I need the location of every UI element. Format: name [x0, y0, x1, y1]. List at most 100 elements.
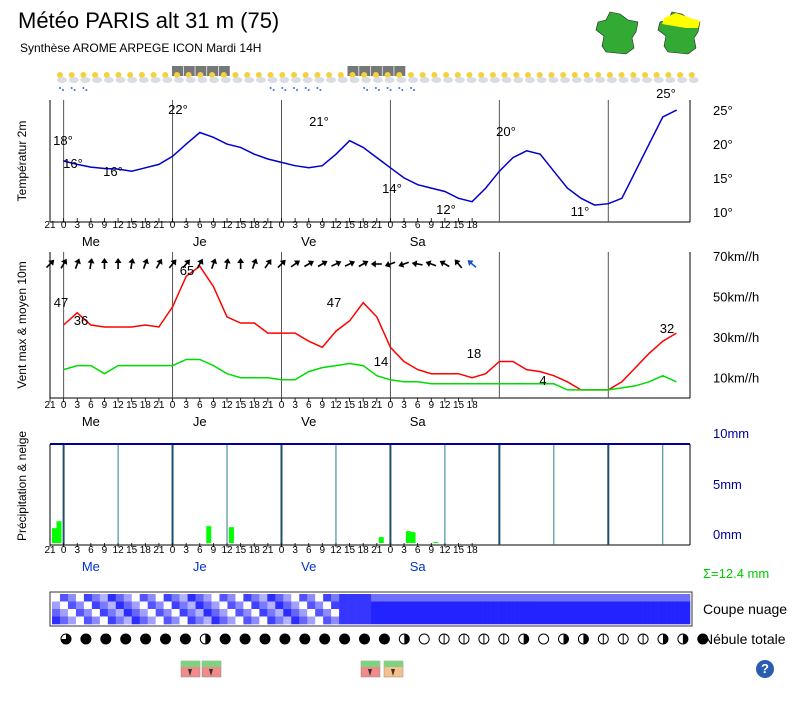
page-subtitle: Synthèse AROME ARPEGE ICON Mardi 14H	[20, 41, 262, 55]
cloud-cell	[386, 594, 396, 602]
cloud-cell	[522, 616, 531, 625]
temperature-annotation: 18°	[53, 133, 73, 148]
cloud-icon	[232, 77, 243, 83]
temperature-point	[662, 116, 664, 118]
cloud-icon	[408, 77, 418, 83]
temperature-point	[607, 203, 609, 205]
cloud-cell	[139, 609, 148, 617]
wind-arrow-head	[335, 260, 342, 267]
hour-tick-label: 3	[183, 545, 189, 556]
cloud-cell	[442, 609, 452, 617]
nebulosity-icon	[259, 633, 271, 645]
cloud-cell	[251, 594, 260, 602]
cloud-cell	[67, 609, 77, 617]
rain-drop-icon	[319, 89, 322, 91]
rain-drop-icon	[269, 87, 272, 89]
cloud-cell	[594, 616, 603, 625]
cloud-icon	[337, 77, 348, 83]
wind-annotation: 32	[660, 321, 674, 336]
hour-tick-label: 6	[88, 545, 94, 556]
temperature-point	[212, 136, 215, 138]
cloud-cell	[466, 609, 475, 617]
cloud-icon	[255, 77, 266, 83]
cloud-cell	[83, 616, 93, 625]
hour-tick-label: 12	[221, 545, 233, 556]
cloud-cell	[506, 609, 515, 617]
cloud-cell	[235, 616, 244, 625]
cloud-cell	[339, 601, 348, 610]
nebulosity-icon	[677, 633, 689, 645]
wind-direction-arrow	[439, 260, 450, 268]
sun-icon	[536, 72, 543, 78]
cloud-icon	[536, 77, 547, 83]
hour-tick-label: 18	[140, 220, 152, 231]
cloud-cell	[658, 594, 667, 602]
cloud-cell	[347, 594, 356, 602]
cloud-cell	[450, 609, 460, 617]
wind-direction-arrow	[358, 260, 369, 268]
cloud-icon	[665, 77, 676, 83]
wind-direction-arrow	[142, 258, 149, 269]
cloud-cell	[315, 594, 324, 602]
temperature-point	[253, 153, 255, 155]
cloud-cell	[163, 616, 172, 625]
wind-annotation: 36	[74, 313, 88, 328]
france-map-yellow-icon[interactable]	[654, 8, 704, 58]
cloud-cell	[299, 601, 308, 610]
cloud-cell	[83, 594, 93, 602]
france-map-green-icon[interactable]	[592, 8, 642, 58]
wind-annotation: 47	[54, 295, 68, 310]
wind-arrow-head	[279, 259, 286, 266]
day-label: Sa	[410, 234, 427, 249]
cloud-cell	[187, 594, 196, 602]
cloud-cell	[371, 609, 380, 617]
cloud-cell	[171, 594, 180, 602]
rain-drop-icon	[73, 89, 76, 91]
cloud-cell	[179, 594, 188, 602]
cloud-cell	[642, 601, 651, 610]
nebulosity-fill	[160, 634, 171, 644]
wind-axis-tick: 70km//h	[713, 249, 759, 264]
day-label: Me	[82, 414, 100, 429]
weather-alert-icon	[180, 660, 201, 678]
cloud-cell	[530, 594, 539, 602]
wind-arrow-head	[321, 260, 328, 267]
cloud-cell	[658, 609, 667, 617]
temperature-point	[226, 143, 228, 145]
hour-tick-label: 9	[428, 220, 434, 231]
wind-direction-arrow	[45, 259, 55, 269]
day-label: Je	[193, 414, 207, 429]
wind-direction-arrow	[411, 260, 423, 268]
cloud-cell	[339, 594, 348, 602]
cloud-cell	[307, 609, 316, 617]
cloud-cell	[666, 609, 675, 617]
cloud-icon	[642, 77, 652, 83]
cloud-cell	[490, 601, 499, 610]
cloud-icon	[291, 77, 301, 83]
hour-tick-label: 9	[320, 545, 326, 556]
help-icon[interactable]: ?	[756, 660, 774, 678]
cloud-cell	[666, 616, 675, 625]
cloud-cell	[363, 616, 372, 625]
hour-tick-label: 21	[371, 220, 383, 231]
day-label: Je	[193, 234, 207, 249]
temperature-point	[594, 204, 596, 206]
cloud-icon	[560, 77, 571, 83]
nebulosity-fill	[404, 634, 410, 644]
cloud-icon	[688, 77, 699, 83]
cloud-cell	[546, 616, 555, 625]
hour-tick-label: 18	[467, 400, 479, 411]
cloud-cell	[514, 616, 523, 625]
sun-icon	[349, 72, 356, 78]
cloud-cell	[251, 616, 260, 625]
cloud-icon	[103, 77, 114, 83]
wind-arrow-head	[349, 260, 356, 267]
cloud-cell	[658, 601, 667, 610]
rain-drop-icon	[363, 87, 366, 89]
cloud-cell	[586, 594, 595, 602]
wind-direction-arrow	[87, 258, 95, 270]
cloud-cell	[339, 609, 348, 617]
nebulosity-icon	[179, 633, 191, 645]
cloud-cell	[682, 616, 691, 625]
cloud-cell	[514, 609, 523, 617]
